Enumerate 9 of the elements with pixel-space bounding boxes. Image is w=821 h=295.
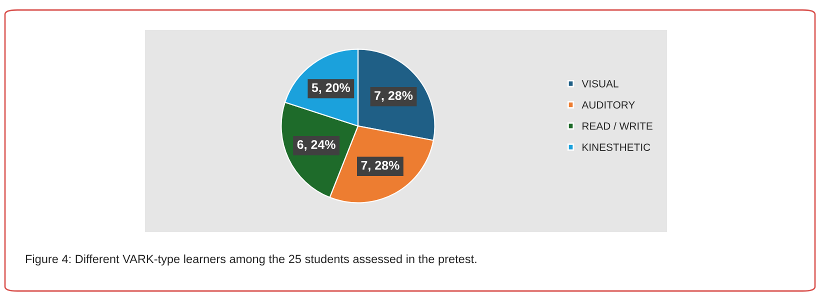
data-label: 7, 28% bbox=[374, 91, 413, 102]
data-label: 5, 20% bbox=[312, 83, 350, 94]
legend-label: KINESTHETIC bbox=[582, 144, 650, 151]
legend-label: AUDITORY bbox=[582, 101, 635, 109]
data-label: 6, 24% bbox=[297, 140, 336, 151]
legend-label: VISUAL bbox=[582, 80, 618, 88]
caption: Figure 4: Different VARK-type learners among the 25 students assessed in the pretest. bbox=[26, 254, 476, 266]
data-label: 7, 28% bbox=[361, 160, 400, 172]
legend-label: READ / WRITE bbox=[582, 122, 652, 130]
